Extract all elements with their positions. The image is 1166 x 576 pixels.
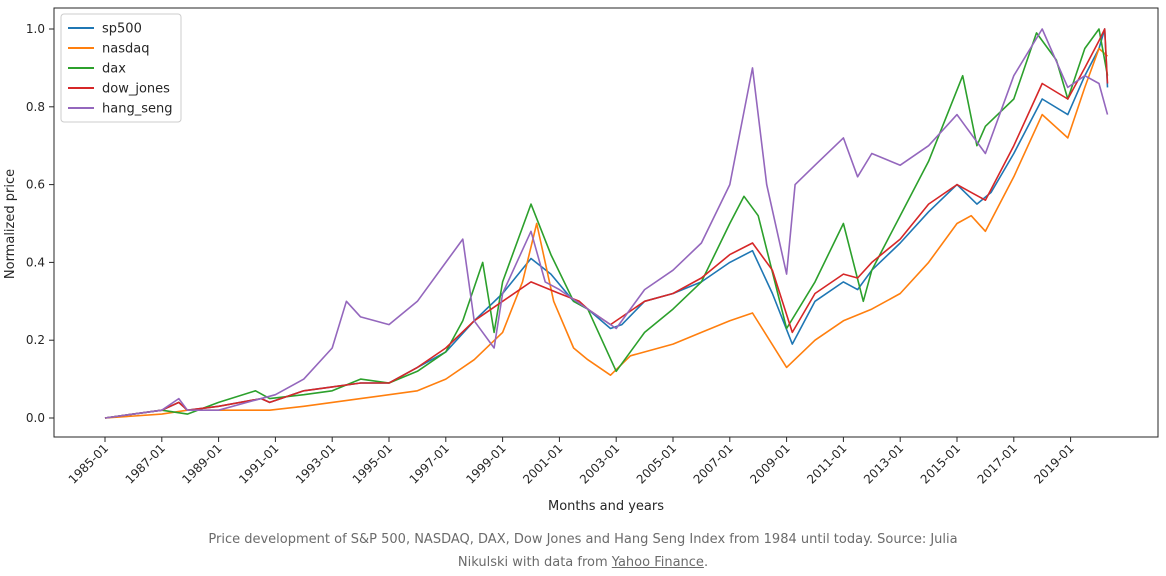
x-tick-label: 2019-01: [1031, 441, 1076, 486]
legend: sp500 nasdaq dax dow_jones hang_seng: [60, 13, 182, 123]
series-lines: [104, 28, 1109, 419]
x-tick-label: 2001-01: [520, 441, 565, 486]
y-tick-label: 1.0: [26, 22, 45, 36]
x-tick-label: 1985-01: [66, 441, 111, 486]
legend-label-nasdaq: nasdaq: [102, 42, 149, 57]
plot-frame: [53, 7, 1159, 438]
yahoo-finance-link[interactable]: Yahoo Finance: [611, 555, 704, 570]
legend-label-dow_jones: dow_jones: [102, 82, 170, 97]
legend-box: [60, 13, 182, 123]
x-tick-label: 1997-01: [407, 441, 452, 486]
series-line-dax: [104, 28, 1109, 419]
series-line-hang_seng: [104, 28, 1109, 419]
y-axis-title: Normalized price: [3, 169, 18, 279]
y-tick-label: 0.2: [26, 333, 45, 347]
x-tick-label: 2013-01: [861, 441, 906, 486]
caption-end: .: [703, 555, 709, 570]
y-tick-label: 0.8: [26, 100, 45, 114]
y-tick-label: 0.4: [26, 255, 45, 269]
series-line-dow_jones: [104, 28, 1109, 419]
x-tick-label: 1989-01: [179, 441, 224, 486]
x-tick-label: 2017-01: [975, 441, 1020, 486]
x-tick-label: 2015-01: [918, 441, 963, 486]
figure-caption: Price development of S&P 500, NASDAQ, DA…: [183, 528, 983, 574]
series-line-nasdaq: [104, 47, 1109, 419]
x-tick-label: 1993-01: [293, 441, 338, 486]
chart-area: 0.0 0.2 0.4 0.6 0.8 1.0 1985-01 1987-01 1989-01 1…: [3, 7, 1159, 514]
x-axis-title: Months and years: [548, 499, 664, 514]
x-tick-label: 1991-01: [236, 441, 281, 486]
line-chart: 0.0 0.2 0.4 0.6 0.8 1.0 1985-01 1987-01 1989-01 1…: [3, 7, 1159, 514]
x-tick-label: 2011-01: [804, 441, 849, 486]
x-tick-label: 2009-01: [747, 441, 792, 486]
x-tick-label: 1995-01: [350, 441, 395, 486]
x-tick-label: 2007-01: [691, 441, 736, 486]
x-tick-label: 2003-01: [577, 441, 622, 486]
x-tick-label: 1987-01: [123, 441, 168, 486]
legend-label-hang_seng: hang_seng: [102, 102, 172, 117]
legend-label-sp500: sp500: [102, 22, 142, 37]
legend-label-dax: dax: [102, 62, 126, 77]
x-tick-label: 1999-01: [463, 441, 508, 486]
x-tick-label: 2005-01: [634, 441, 679, 486]
y-tick-label: 0.0: [26, 411, 45, 425]
caption-text: Price development of S&P 500, NASDAQ, DA…: [208, 532, 958, 570]
y-tick-label: 0.6: [26, 178, 45, 192]
